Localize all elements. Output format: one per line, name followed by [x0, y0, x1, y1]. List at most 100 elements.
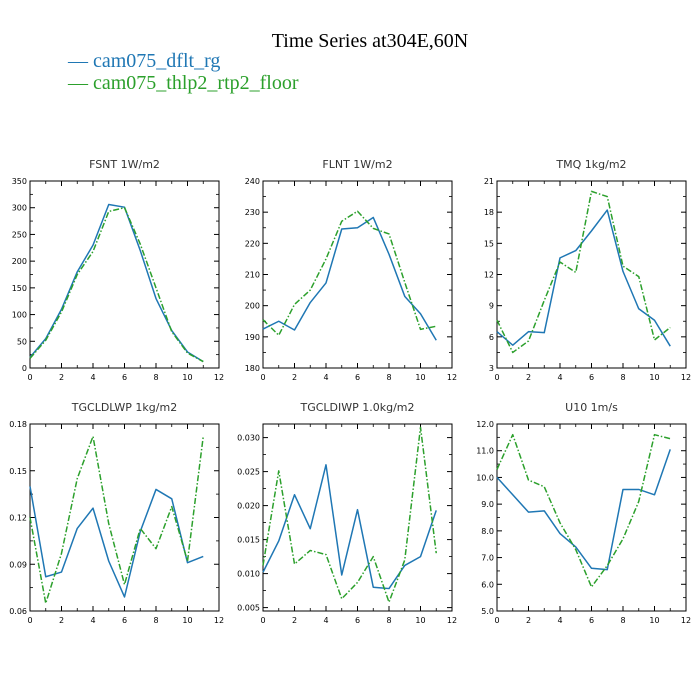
x-tick-label: 6: [589, 616, 594, 625]
x-tick-label: 12: [447, 373, 457, 382]
series-line-thlp2-rtp2-floor: [29, 206, 204, 363]
series-line-dflt-rg: [29, 203, 204, 363]
chart-title: FLNT 1W/m2: [322, 158, 392, 171]
series-line-dflt-rg: [262, 216, 437, 341]
y-tick-label: 0.06: [9, 607, 27, 616]
x-tick-label: 0: [494, 616, 499, 625]
x-tick-label: 0: [494, 373, 499, 382]
y-tick-label: 6: [489, 333, 494, 342]
y-tick-label: 21: [484, 177, 494, 186]
y-tick-label: 6.0: [481, 580, 494, 589]
y-tick-label: 0.030: [237, 434, 260, 443]
series-line-dflt-rg: [29, 486, 204, 598]
x-tick-label: 2: [59, 373, 64, 382]
y-tick-label: 200: [12, 257, 27, 266]
x-tick-label: 10: [415, 373, 425, 382]
plot-frame: [262, 180, 453, 369]
series-line-dflt-rg: [496, 449, 671, 571]
y-tick-label: 350: [12, 177, 27, 186]
x-tick-label: 4: [323, 373, 328, 382]
series-line-dflt-rg: [496, 209, 671, 347]
x-tick-label: 0: [260, 373, 265, 382]
x-tick-label: 10: [182, 616, 192, 625]
y-tick-label: 12: [484, 271, 494, 280]
y-tick-label: 50: [17, 337, 27, 346]
x-tick-label: 6: [589, 373, 594, 382]
y-tick-label: 0.025: [237, 468, 260, 477]
y-tick-label: 11.0: [476, 447, 494, 456]
y-tick-label: 8.0: [481, 527, 494, 536]
x-tick-label: 4: [323, 616, 328, 625]
y-tick-label: 250: [12, 230, 27, 239]
legend-line-icon: —: [68, 72, 88, 94]
x-tick-label: 2: [292, 373, 297, 382]
y-tick-label: 3: [489, 364, 494, 373]
y-tick-label: 10.0: [476, 473, 494, 482]
x-tick-label: 2: [526, 373, 531, 382]
series-line-thlp2-rtp2-floor: [262, 210, 437, 337]
x-tick-label: 2: [292, 616, 297, 625]
y-tick-label: 0.15: [9, 467, 27, 476]
plot-frame: [496, 180, 687, 369]
y-tick-label: 230: [245, 208, 260, 217]
chart-title: U10 1m/s: [565, 401, 618, 414]
y-tick-label: 15: [484, 239, 494, 248]
legend-entry-floor: — cam075_thlp2_rtp2_floor: [68, 72, 299, 95]
chart-panel-1: FSNT 1W/m2 0 50 100 150 200 250 300 350 0 2 4 6 8 10 12: [12, 158, 224, 382]
x-tick-label: 8: [153, 616, 158, 625]
plot-frame: [496, 423, 687, 612]
x-tick-label: 4: [90, 373, 95, 382]
chart-panel-5: TGCLDIWP 1.0kg/m2 0.005 0.010 0.015 0.020 0.0…: [237, 401, 457, 625]
y-tick-label: 18: [484, 208, 494, 217]
series-line-thlp2-rtp2-floor: [262, 426, 437, 603]
y-tick-label: 210: [245, 271, 260, 280]
y-tick-label: 9: [489, 302, 494, 311]
chart-title: TMQ 1kg/m2: [555, 158, 626, 171]
x-tick-label: 12: [214, 616, 224, 625]
x-tick-label: 4: [557, 616, 562, 625]
legend-entry-dflt: — cam075_dflt_rg: [68, 50, 220, 73]
x-tick-label: 8: [620, 373, 625, 382]
y-tick-label: 0.020: [237, 502, 260, 511]
x-tick-label: 6: [122, 616, 127, 625]
chart-panel-3: TMQ 1kg/m2 3 6 9 12 15 18 21 0 2 4 6 8 10 12: [484, 158, 691, 382]
x-tick-label: 2: [526, 616, 531, 625]
y-tick-label: 220: [245, 239, 260, 248]
x-tick-label: 10: [415, 616, 425, 625]
y-tick-label: 240: [245, 177, 260, 186]
x-tick-label: 12: [214, 373, 224, 382]
chart-title: TGCLDLWP 1kg/m2: [71, 401, 177, 414]
x-tick-label: 4: [90, 616, 95, 625]
y-tick-label: 150: [12, 284, 27, 293]
y-tick-label: 180: [245, 364, 260, 373]
y-tick-label: 200: [245, 302, 260, 311]
chart-panel-4: TGCLDLWP 1kg/m2 0.06 0.09 0.12 0.15 0.18 0 2 4 6 8…: [9, 401, 224, 625]
x-tick-label: 6: [122, 373, 127, 382]
x-tick-label: 12: [681, 373, 691, 382]
chart-title: FSNT 1W/m2: [89, 158, 160, 171]
y-tick-label: 7.0: [481, 554, 494, 563]
x-tick-label: 0: [27, 616, 32, 625]
x-tick-label: 10: [182, 373, 192, 382]
y-tick-label: 0.18: [9, 420, 27, 429]
series-line-thlp2-rtp2-floor: [29, 435, 204, 604]
y-tick-label: 300: [12, 204, 27, 213]
y-tick-label: 5.0: [481, 607, 494, 616]
y-tick-label: 190: [245, 333, 260, 342]
x-tick-label: 8: [386, 616, 391, 625]
y-tick-label: 0.015: [237, 536, 260, 545]
x-tick-label: 8: [386, 373, 391, 382]
series-line-dflt-rg: [262, 464, 437, 590]
y-tick-label: 0.09: [9, 560, 27, 569]
chart-panel-2: FLNT 1W/m2 180 190 200 210 220 230 240 0 2 4 6 8 10 12: [245, 158, 457, 382]
y-tick-label: 0.12: [9, 514, 27, 523]
x-tick-label: 0: [260, 616, 265, 625]
x-tick-label: 4: [557, 373, 562, 382]
legend-label: cam075_dflt_rg: [93, 50, 221, 72]
x-tick-label: 2: [59, 616, 64, 625]
x-tick-label: 6: [355, 616, 360, 625]
x-tick-label: 0: [27, 373, 32, 382]
x-tick-label: 12: [681, 616, 691, 625]
series-line-thlp2-rtp2-floor: [496, 190, 671, 354]
